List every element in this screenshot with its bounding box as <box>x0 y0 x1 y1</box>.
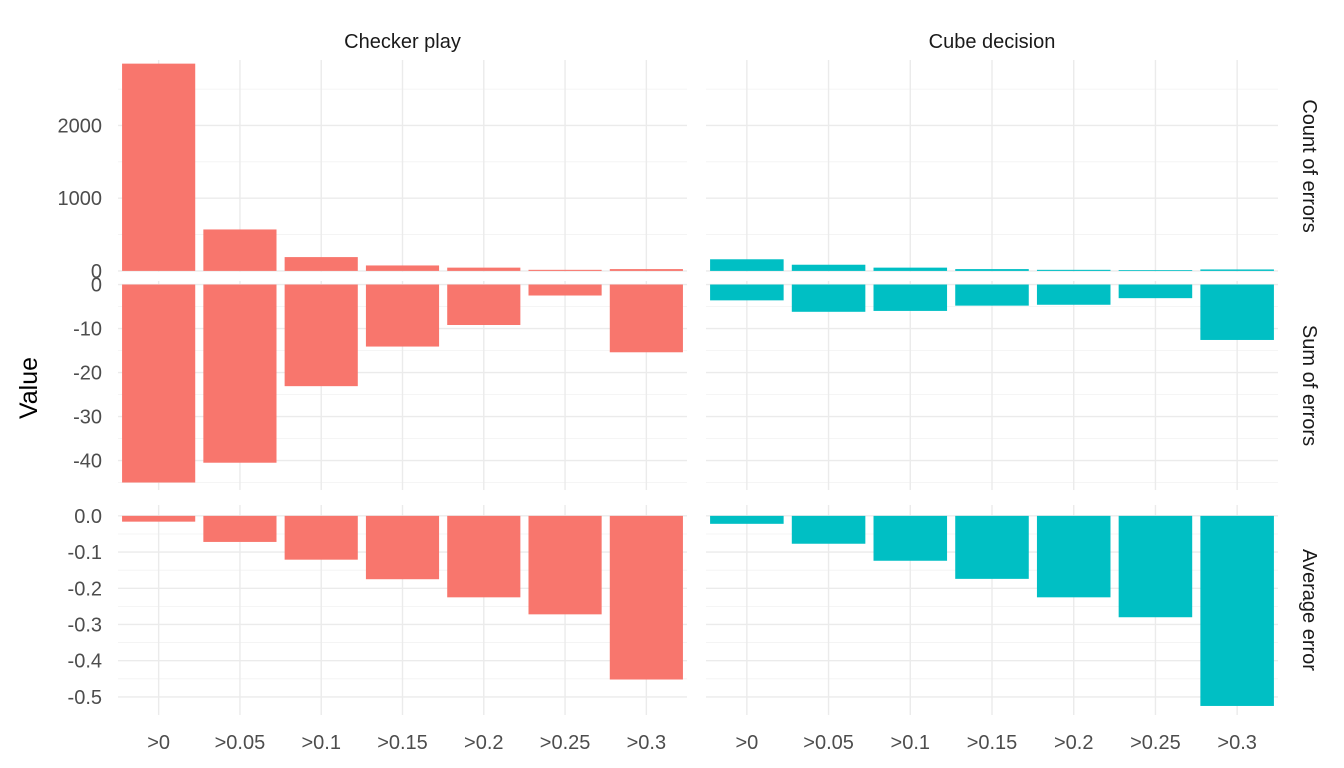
bar-count-of-errors-checker-play-0 <box>122 63 196 271</box>
row-strip-label-count-of-errors: Count of errors <box>1298 99 1320 232</box>
x-tick-label: >0.3 <box>627 732 666 754</box>
bar-count-of-errors-cube-decision-0-25 <box>1118 270 1193 271</box>
bar-sum-of-errors-cube-decision-0-25 <box>1118 284 1193 299</box>
bar-sum-of-errors-cube-decision-0-3 <box>1200 284 1274 340</box>
bar-sum-of-errors-checker-play-0-2 <box>447 284 521 325</box>
y-axis-title: Value <box>15 357 43 419</box>
bar-sum-of-errors-cube-decision-0-1 <box>873 284 948 311</box>
bar-count-of-errors-checker-play-0-15 <box>365 265 440 271</box>
y-tick-label: -10 <box>73 319 102 341</box>
bar-average-error-checker-play-0-2 <box>447 515 521 598</box>
x-tick-label: >0.25 <box>1130 732 1181 754</box>
bar-sum-of-errors-cube-decision-0-15 <box>955 284 1029 306</box>
row-strip-label-average-error: Average error <box>1298 549 1320 671</box>
x-tick-label: >0.2 <box>464 732 503 754</box>
y-tick-label: -0.2 <box>68 578 102 600</box>
x-tick-label: >0.1 <box>301 732 340 754</box>
bar-sum-of-errors-checker-play-0-1 <box>284 284 358 387</box>
bar-average-error-checker-play-0-25 <box>528 515 602 615</box>
y-tick-label: -0.1 <box>68 542 102 564</box>
bar-count-of-errors-checker-play-0-05 <box>203 229 277 271</box>
column-strip-label-checker-play: Checker play <box>344 31 461 53</box>
bar-average-error-cube-decision-0-15 <box>955 515 1029 579</box>
bar-count-of-errors-cube-decision-0-3 <box>1200 269 1274 271</box>
bar-count-of-errors-checker-play-0-3 <box>609 269 683 271</box>
bar-average-error-cube-decision-0-25 <box>1118 515 1193 618</box>
bar-sum-of-errors-checker-play-0-15 <box>365 284 440 347</box>
bar-count-of-errors-cube-decision-0-05 <box>791 264 866 271</box>
bar-average-error-checker-play-0-05 <box>203 515 277 542</box>
x-tick-label: >0.15 <box>967 732 1018 754</box>
bar-count-of-errors-cube-decision-0 <box>710 259 784 271</box>
y-tick-label: -0.5 <box>68 687 102 709</box>
column-strip-label-cube-decision: Cube decision <box>929 31 1056 53</box>
y-tick-label: 0 <box>91 261 102 283</box>
x-tick-label: >0.05 <box>803 732 854 754</box>
y-tick-label: -0.3 <box>68 614 102 636</box>
bar-sum-of-errors-checker-play-0-05 <box>203 284 277 463</box>
bar-average-error-cube-decision-0-2 <box>1036 515 1111 598</box>
bar-average-error-checker-play-0-3 <box>609 515 683 680</box>
x-tick-label: >0.05 <box>215 732 266 754</box>
x-tick-label: >0 <box>735 732 758 754</box>
bar-sum-of-errors-cube-decision-0 <box>710 284 784 301</box>
bar-sum-of-errors-checker-play-0 <box>122 284 196 483</box>
bar-count-of-errors-cube-decision-0-2 <box>1036 269 1111 271</box>
bar-sum-of-errors-cube-decision-0-05 <box>791 284 866 312</box>
bar-sum-of-errors-checker-play-0-25 <box>528 284 602 296</box>
bar-count-of-errors-cube-decision-0-1 <box>873 267 948 271</box>
y-tick-label: -30 <box>73 407 102 429</box>
x-tick-label: >0.3 <box>1217 732 1256 754</box>
bar-count-of-errors-checker-play-0-1 <box>284 257 358 271</box>
y-tick-label: 0 <box>91 275 102 297</box>
bar-average-error-cube-decision-0 <box>710 515 784 524</box>
y-tick-label: 2000 <box>58 115 103 137</box>
bar-average-error-cube-decision-0-05 <box>791 515 866 544</box>
bar-count-of-errors-checker-play-0-25 <box>528 269 602 271</box>
y-tick-label: -0.4 <box>68 651 102 673</box>
x-tick-label: >0.25 <box>540 732 591 754</box>
bar-sum-of-errors-checker-play-0-3 <box>609 284 683 353</box>
bar-average-error-cube-decision-0-1 <box>873 515 948 561</box>
bar-count-of-errors-checker-play-0-2 <box>447 267 521 271</box>
y-tick-label: -40 <box>73 451 102 473</box>
bar-average-error-checker-play-0-15 <box>365 515 440 580</box>
bar-count-of-errors-cube-decision-0-15 <box>955 269 1029 271</box>
y-tick-label: 1000 <box>58 188 103 210</box>
x-tick-label: >0 <box>147 732 170 754</box>
row-strip-label-sum-of-errors: Sum of errors <box>1298 325 1320 446</box>
y-tick-label: -20 <box>73 363 102 385</box>
x-tick-label: >0.2 <box>1054 732 1093 754</box>
x-tick-label: >0.15 <box>377 732 428 754</box>
bar-average-error-checker-play-0-1 <box>284 515 358 560</box>
bar-sum-of-errors-cube-decision-0-2 <box>1036 284 1111 305</box>
x-tick-label: >0.1 <box>891 732 930 754</box>
bar-average-error-cube-decision-0-3 <box>1200 515 1274 706</box>
bar-average-error-checker-play-0 <box>122 515 196 522</box>
y-tick-label: 0.0 <box>74 506 102 528</box>
